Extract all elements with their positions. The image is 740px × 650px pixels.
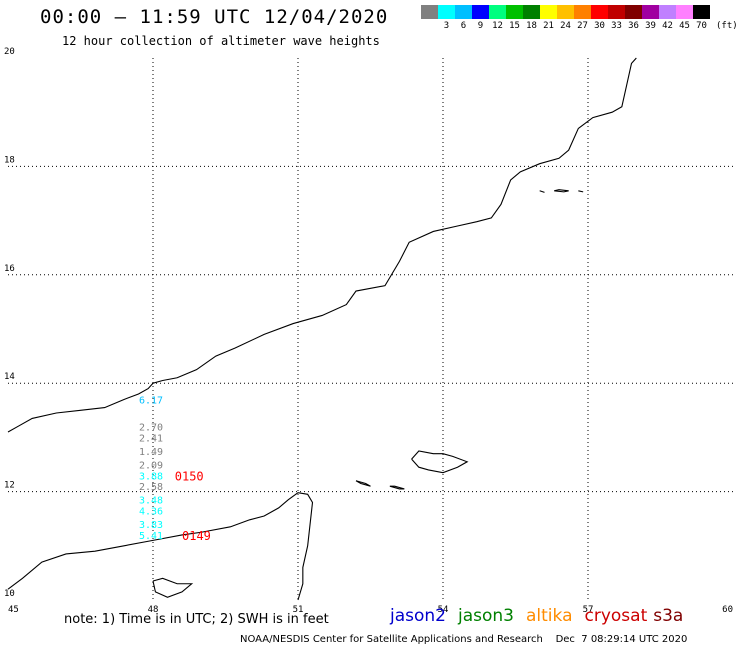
wave-height-label: 1.49 <box>139 447 163 458</box>
island-outline <box>554 189 569 193</box>
wave-height-label: 2.41 <box>139 433 163 444</box>
scale-swatch <box>676 5 693 19</box>
x-tick-label: 57 <box>583 605 594 615</box>
units-note: note: 1) Time is in UTC; 2) SWH is in fe… <box>64 612 329 627</box>
island-outline <box>355 480 371 487</box>
island-outline <box>539 190 545 193</box>
scale-label: 15 <box>509 21 520 31</box>
scale-swatch <box>591 5 608 19</box>
y-tick-label: 10 <box>4 589 15 599</box>
scale-label: 12 <box>492 21 503 31</box>
scale-label: 24 <box>560 21 571 31</box>
y-tick-label: 20 <box>4 47 15 57</box>
scale-swatch <box>421 5 438 19</box>
satellite-legend-entry: s3a <box>653 606 684 626</box>
wave-height-label: 5.41 <box>139 531 163 542</box>
y-tick-label: 12 <box>4 481 15 491</box>
pass-time-label: 0150 <box>175 469 204 483</box>
wave-height-label: 2.09 <box>139 461 163 472</box>
scale-label: 33 <box>611 21 622 31</box>
x-tick-label: 48 <box>148 605 159 615</box>
scale-swatch <box>506 5 523 19</box>
color-scale-labels: 3 6 9 12 15 18 21 24 27 30 33 36 39 42 45 70 <box>421 21 710 31</box>
coastline <box>7 492 314 601</box>
scale-swatch <box>523 5 540 19</box>
scale-label: 39 <box>645 21 656 31</box>
pass-time-label: 0149 <box>182 529 211 543</box>
scale-label: 21 <box>543 21 554 31</box>
color-scale <box>421 5 710 19</box>
scale-swatch <box>693 5 710 19</box>
scale-swatch <box>557 5 574 19</box>
wave-height-label: 3.83 <box>139 520 163 531</box>
island-outline <box>152 577 194 598</box>
satellite-legend-entry: altika <box>526 606 573 626</box>
scale-label: 6 <box>460 21 467 31</box>
scale-label: 9 <box>477 21 484 31</box>
wave-height-label: 3.48 <box>139 496 163 507</box>
scale-label: 42 <box>662 21 673 31</box>
x-tick-label: 45 <box>8 605 19 615</box>
scale-swatch <box>608 5 625 19</box>
y-tick-label: 14 <box>4 372 15 382</box>
island-outline <box>578 190 584 193</box>
wave-height-label: 3.88 <box>139 471 163 482</box>
scale-label: 27 <box>577 21 588 31</box>
scale-swatch <box>540 5 557 19</box>
wave-height-label: 6.17 <box>139 395 163 406</box>
scale-swatch <box>438 5 455 19</box>
coastline <box>7 57 637 433</box>
satellite-legend-entry: cryosat <box>584 606 648 626</box>
y-tick-label: 16 <box>4 264 15 274</box>
scale-label: 70 <box>696 21 707 31</box>
color-scale-unit: (ft) <box>716 21 738 31</box>
scale-label: 30 <box>594 21 605 31</box>
wave-height-label: 2.58 <box>139 482 163 493</box>
wave-height-label: 4.36 <box>139 507 163 518</box>
island-outline <box>389 485 405 490</box>
satellite-legend-entry: jason2 <box>390 606 446 626</box>
x-tick-label: 60 <box>722 605 733 615</box>
scale-label: 18 <box>526 21 537 31</box>
y-tick-label: 18 <box>4 155 15 165</box>
scale-swatch <box>659 5 676 19</box>
x-tick-label: 51 <box>293 605 304 615</box>
x-tick-label: 54 <box>438 605 449 615</box>
scale-swatch <box>625 5 642 19</box>
scale-label: 36 <box>628 21 639 31</box>
island-outline <box>411 450 469 474</box>
scale-label: 45 <box>679 21 690 31</box>
chart-subtitle: 12 hour collection of altimeter wave hei… <box>62 34 380 48</box>
credit-footer: NOAA/NESDIS Center for Satellite Applica… <box>240 634 688 645</box>
satellite-legend: jason2 jason3 altika cryosat s3a <box>390 606 695 626</box>
scale-swatch <box>489 5 506 19</box>
scale-swatch <box>455 5 472 19</box>
scale-swatch <box>472 5 489 19</box>
scale-swatch <box>574 5 591 19</box>
scale-label: 3 <box>443 21 450 31</box>
chart-title: 00:00 – 11:59 UTC 12/04/2020 <box>40 6 389 28</box>
wave-height-label: 2.70 <box>139 423 163 434</box>
scale-swatch <box>642 5 659 19</box>
satellite-legend-entry: jason3 <box>458 606 514 626</box>
